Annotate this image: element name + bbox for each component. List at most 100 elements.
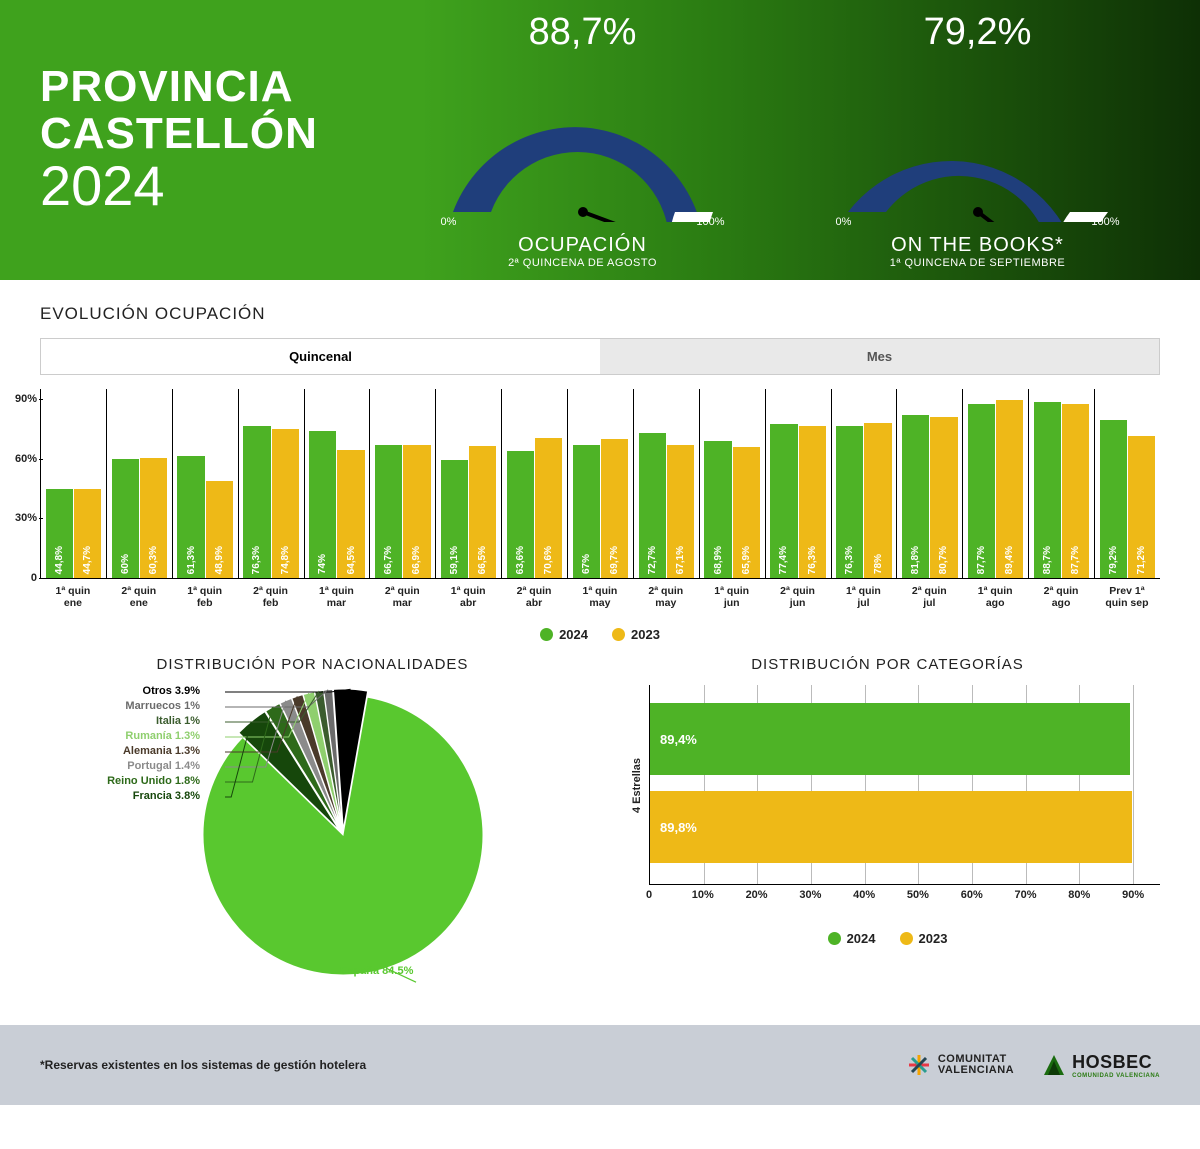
bar-value-label: 59,1%: [449, 542, 460, 578]
hbar-xtick: 90%: [1122, 889, 1144, 901]
tabs: Quincenal Mes: [40, 338, 1160, 375]
hbar-xtick: 80%: [1068, 889, 1090, 901]
category-bar: 89,4%: [650, 703, 1130, 775]
bar: 44,8%: [46, 489, 73, 578]
bar-group: 68,9%65,9%: [700, 389, 766, 578]
bar-group: 66,7% 66,9%: [370, 389, 436, 578]
bar-value-label: 67%: [581, 550, 592, 578]
hbar-xtick: 50%: [907, 889, 929, 901]
bar-value-label: 66,9%: [411, 542, 422, 578]
legend-item: 2023: [900, 931, 948, 946]
bar: 66,5%: [469, 446, 496, 578]
tab-mes[interactable]: Mes: [600, 339, 1159, 374]
bar-group: 88,7% 87,7%: [1029, 389, 1095, 578]
bar: 87,7%: [1062, 404, 1089, 578]
bar: 88,7%: [1034, 402, 1061, 578]
tab-quincenal[interactable]: Quincenal: [41, 339, 600, 374]
pie-label: Marruecos 1%: [60, 700, 200, 712]
bar-group: 44,8% 44,7%: [41, 389, 107, 578]
bar: 81,8%: [902, 415, 929, 578]
gauge-scale-max: 100%: [696, 216, 724, 228]
evolution-barchart: 030%60%90% 44,8%44,7%60%60,3%61,3%48,9%7…: [40, 389, 1160, 579]
bar-group: 87,7% 89,4%: [963, 389, 1029, 578]
bar: 65,9%: [733, 447, 760, 578]
gauge-scale-min: 0%: [836, 216, 852, 228]
bar-group: 67% 69,7%: [568, 389, 634, 578]
bar: 69,7%: [601, 439, 628, 578]
bar-value-label: 77,4%: [778, 542, 789, 578]
gauge-label: OCUPACIÓN: [518, 234, 647, 257]
bar-group: 59,1% 66,5%: [436, 389, 502, 578]
bar: 66,7%: [375, 445, 402, 578]
asterisk-icon: [906, 1052, 932, 1078]
hbar-xtick: 60%: [961, 889, 983, 901]
bar-value-label: 63,6%: [515, 542, 526, 578]
footnote: *Reservas existentes en los sistemas de …: [40, 1058, 366, 1072]
nationalities-title: DISTRIBUCIÓN POR NACIONALIDADES: [40, 656, 585, 673]
evolution-xaxis: 1ª quinene2ª quinene1ª quinfeb2ª quinfeb…: [40, 583, 1160, 611]
bar: 76,3%: [799, 426, 826, 578]
header-banner: PROVINCIA CASTELLÓN 2024 88,7% 0% 100% O…: [0, 0, 1200, 280]
x-label: 2ª quinago: [1028, 583, 1094, 611]
gauge-label: ON THE BOOKS*: [891, 234, 1064, 257]
bar: 44,7%: [74, 489, 101, 578]
bar: 89,4%: [996, 400, 1023, 578]
bar-value-label: 78%: [873, 550, 884, 578]
title-block: PROVINCIA CASTELLÓN 2024: [40, 64, 370, 215]
logo-cv-line2: VALENCIANA: [938, 1065, 1014, 1076]
x-label: 1ª quinabr: [435, 583, 501, 611]
gauge-arc: [828, 62, 1128, 222]
bar-group: 77,4% 76,3%: [766, 389, 832, 578]
x-label: 2ª quinene: [106, 583, 172, 611]
gauge-arc: [433, 62, 733, 222]
x-label: 1ª quinmar: [304, 583, 370, 611]
x-label: 1ª quinjul: [831, 583, 897, 611]
x-label: 1ª quinfeb: [172, 583, 238, 611]
bar: 76,3%: [243, 426, 270, 578]
bar-value-label: 44,7%: [82, 542, 93, 578]
logo-hosbec-text: HOSBEC: [1072, 1052, 1152, 1072]
bar-value-label: 65,9%: [741, 542, 752, 578]
pie-label: Rumanía 1.3%: [60, 730, 200, 742]
x-label: Prev 1ªquin sep: [1094, 583, 1160, 611]
bar-value-label: 80,7%: [938, 542, 949, 578]
pie-label-espana: España 84.5%: [340, 965, 413, 977]
bar-value-label: 76,3%: [251, 542, 262, 578]
x-label: 1ª quinago: [962, 583, 1028, 611]
bar-value-label: 88,7%: [1042, 542, 1053, 578]
evolution-legend: 20242023: [0, 627, 1200, 642]
gauge-value: 88,7%: [529, 11, 637, 54]
categories-chart: 4 Estrellas 89,4%89,8% 010%20%30%40%50%6…: [635, 685, 1160, 915]
pie-label: Alemania 1.3%: [60, 745, 200, 757]
x-label: 1ª quinjun: [699, 583, 765, 611]
bar-group: 61,3%48,9%: [173, 389, 239, 578]
nationalities-panel: DISTRIBUCIÓN POR NACIONALIDADES España 8…: [40, 656, 585, 995]
categories-legend: 20242023: [615, 931, 1160, 946]
bar-group: 60%60,3%: [107, 389, 173, 578]
logos: COMUNITAT VALENCIANA HOSBEC COMUNIDAD VA…: [906, 1052, 1160, 1079]
x-label: 2ª quinmay: [633, 583, 699, 611]
bar-value-label: 64,5%: [346, 542, 357, 578]
y-tick: 60%: [15, 453, 37, 465]
legend-item: 2024: [540, 627, 588, 642]
bar-group: 76,3%78%: [832, 389, 898, 578]
title-line-1: PROVINCIA: [40, 64, 370, 110]
bar-value-label: 76,3%: [807, 542, 818, 578]
logo-hosbec-sub: COMUNIDAD VALENCIANA: [1072, 1073, 1160, 1079]
bar: 67%: [573, 445, 600, 578]
categories-panel: DISTRIBUCIÓN POR CATEGORÍAS 4 Estrellas …: [615, 656, 1160, 995]
bar-value-label: 70,6%: [543, 542, 554, 578]
bar-value-label: 60,3%: [148, 542, 159, 578]
bar-group: 72,7%67,1%: [634, 389, 700, 578]
x-label: 2ª quinmar: [369, 583, 435, 611]
bar-value-label: 79,2%: [1108, 542, 1119, 578]
pie-label: Reino Unido 1.8%: [60, 775, 200, 787]
x-label: 2ª quinfeb: [238, 583, 304, 611]
hbar-xtick: 40%: [853, 889, 875, 901]
hbar-xtick: 30%: [799, 889, 821, 901]
bar: 67,1%: [667, 445, 694, 578]
hbar-xtick: 10%: [692, 889, 714, 901]
bar-value-label: 87,7%: [976, 542, 987, 578]
bar-value-label: 87,7%: [1070, 542, 1081, 578]
bar: 59,1%: [441, 460, 468, 578]
